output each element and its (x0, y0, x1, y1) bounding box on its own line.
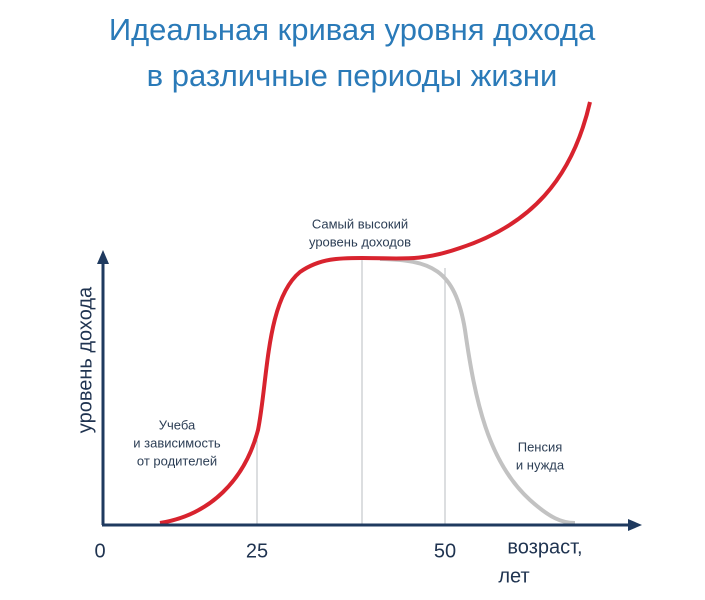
annotation: уровень доходов (309, 234, 411, 249)
title-line: в различные периоды жизни (147, 58, 558, 93)
annotation: Самый высокий (312, 216, 408, 231)
decline-curve (379, 257, 576, 525)
y-axis-label: уровень дохода (74, 286, 96, 433)
axes (97, 250, 642, 531)
y-arrow (97, 250, 109, 264)
title-line: Идеальная кривая уровня дохода (109, 12, 596, 47)
x-axis-label: возраст, (507, 536, 582, 558)
guide-lines (256, 258, 446, 525)
x-arrow (628, 519, 642, 531)
x-tick-label: 0 (94, 540, 105, 562)
x-axis-label: лет (498, 565, 529, 587)
annotation: Учеба (159, 417, 196, 432)
annotation: Пенсия (518, 439, 563, 454)
annotation: и нужда (516, 457, 565, 472)
x-tick-label: 25 (246, 540, 268, 562)
annotation: и зависимость (133, 435, 221, 450)
annotation: от родителей (137, 453, 217, 468)
x-tick-label: 50 (434, 540, 456, 562)
income-curve (159, 101, 592, 525)
